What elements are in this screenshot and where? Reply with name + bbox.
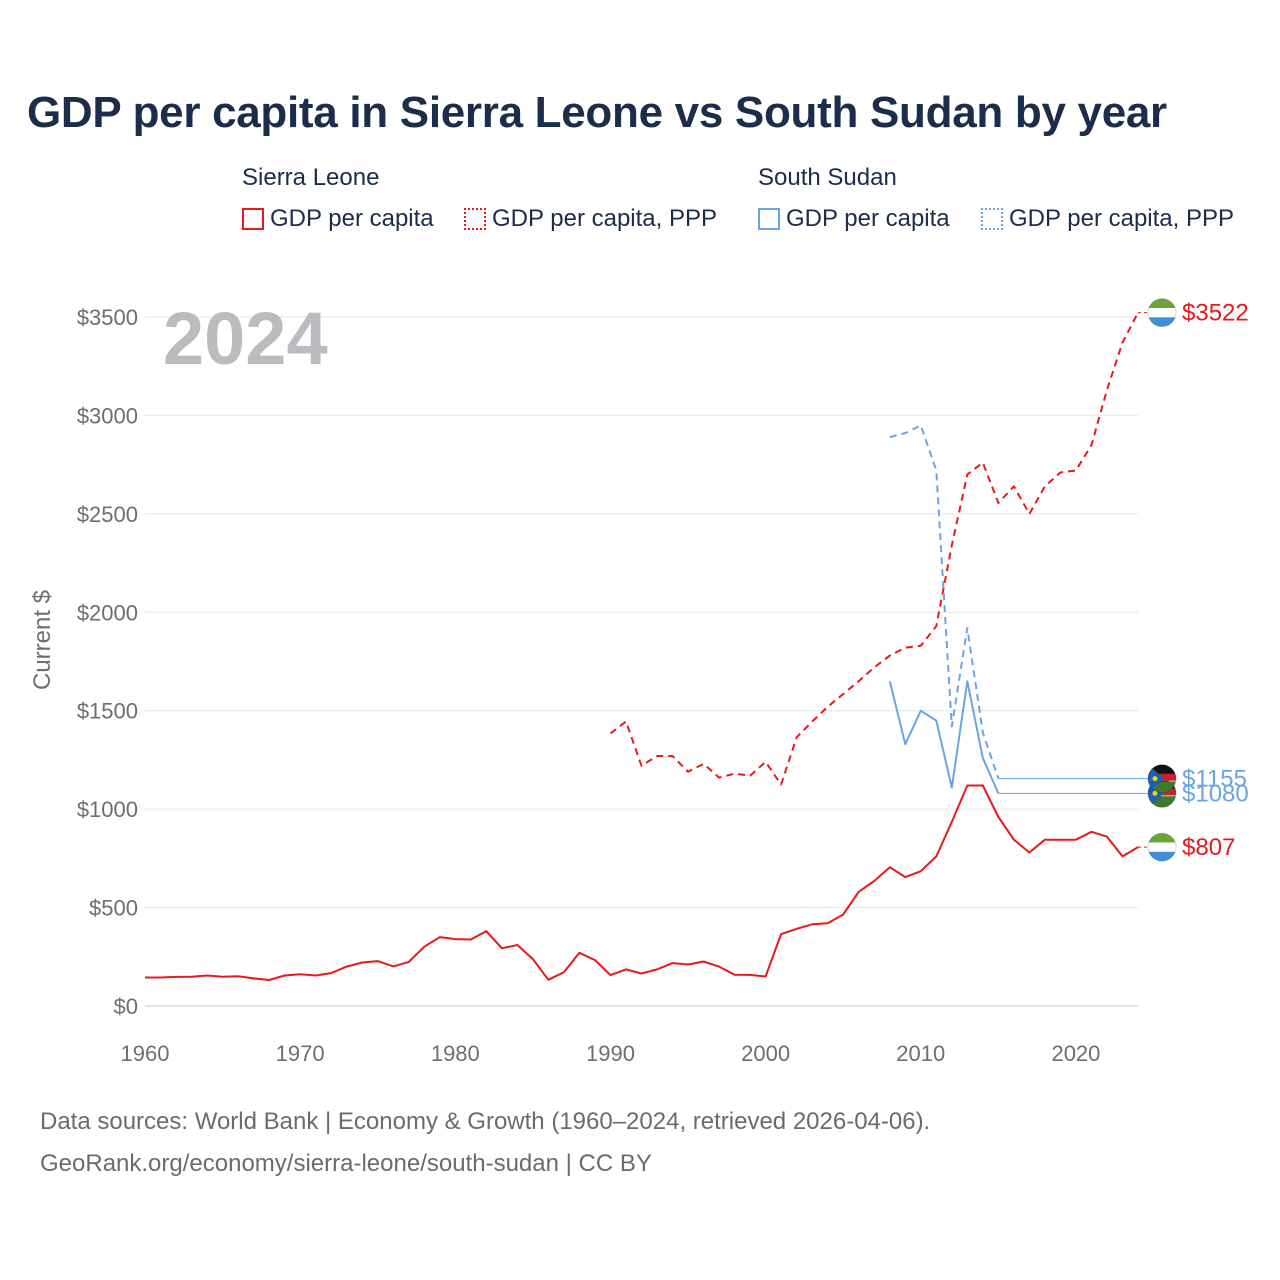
y-tick-label: $0	[114, 994, 138, 1019]
legend-label-sl-gdp-ppp: GDP per capita, PPP	[492, 205, 717, 232]
y-tick-label: $1500	[77, 699, 138, 724]
legend-swatch-dotted-blue	[981, 208, 1003, 230]
sierra-leone-flag-icon	[1147, 298, 1177, 328]
y-tick-label: $500	[89, 896, 138, 921]
legend-label-ss-gdp-ppp: GDP per capita, PPP	[1009, 205, 1234, 232]
x-tick-label: 2010	[896, 1041, 945, 1066]
x-tick-label: 1980	[431, 1041, 480, 1066]
x-tick-label: 1990	[586, 1041, 635, 1066]
legend-item-ss-gdp-ppp[interactable]: GDP per capita, PPP	[981, 205, 1234, 233]
y-tick-label: $3000	[77, 403, 138, 428]
x-tick-label: 1960	[121, 1041, 170, 1066]
x-tick-label: 1970	[276, 1041, 325, 1066]
chart-title: GDP per capita in Sierra Leone vs South …	[27, 88, 1167, 137]
series-end-label: $1080	[1182, 780, 1249, 807]
series-end-label: $1155	[1182, 766, 1247, 793]
series-layer	[145, 312, 1139, 981]
legend-swatch-dotted-red	[464, 208, 486, 230]
legend-swatch-solid-blue	[758, 208, 780, 230]
legend-item-ss-gdp[interactable]: GDP per capita	[758, 205, 950, 233]
y-tick-label: $2500	[77, 502, 138, 527]
south-sudan-flag-icon	[1147, 764, 1177, 794]
x-tick-label: 2000	[741, 1041, 790, 1066]
legend-country-south-sudan: South Sudan	[758, 164, 897, 191]
year-indicator: 2024	[163, 297, 328, 380]
legend-country-sierra-leone: Sierra Leone	[242, 164, 380, 191]
series-end-label: $3522	[1182, 300, 1249, 327]
series-line-3	[889, 424, 1000, 779]
series-line-0	[145, 784, 1139, 981]
legend-item-sl-gdp-ppp[interactable]: GDP per capita, PPP	[464, 205, 717, 233]
legend-label-ss-gdp: GDP per capita	[786, 205, 950, 232]
y-tick-label: $2000	[77, 600, 138, 625]
grid-layer: $0 $500 $1000 $1500 $2000 $2500 $3000 $3500 1960…	[77, 305, 1138, 1066]
footer-sources: Data sources: World Bank | Economy & Gro…	[40, 1108, 931, 1135]
y-tick-label: $3500	[77, 305, 138, 330]
legend-swatch-solid-red	[242, 208, 264, 230]
y-axis-label: Current $	[29, 590, 56, 690]
footer-url[interactable]: GeoRank.org/economy/sierra-leone/south-s…	[40, 1150, 652, 1177]
y-tick-label: $1000	[77, 797, 138, 822]
series-end-label: $807	[1182, 834, 1235, 861]
series-line-1	[609, 312, 1139, 786]
sierra-leone-flag-icon	[1147, 832, 1177, 862]
x-tick-label: 2020	[1051, 1041, 1100, 1066]
legend-label-sl-gdp: GDP per capita	[270, 205, 434, 232]
label-layer: $807 $3522 $1080$1155	[998, 298, 1249, 862]
series-line-2	[888, 680, 1000, 794]
legend-item-sl-gdp[interactable]: GDP per capita	[242, 205, 434, 233]
